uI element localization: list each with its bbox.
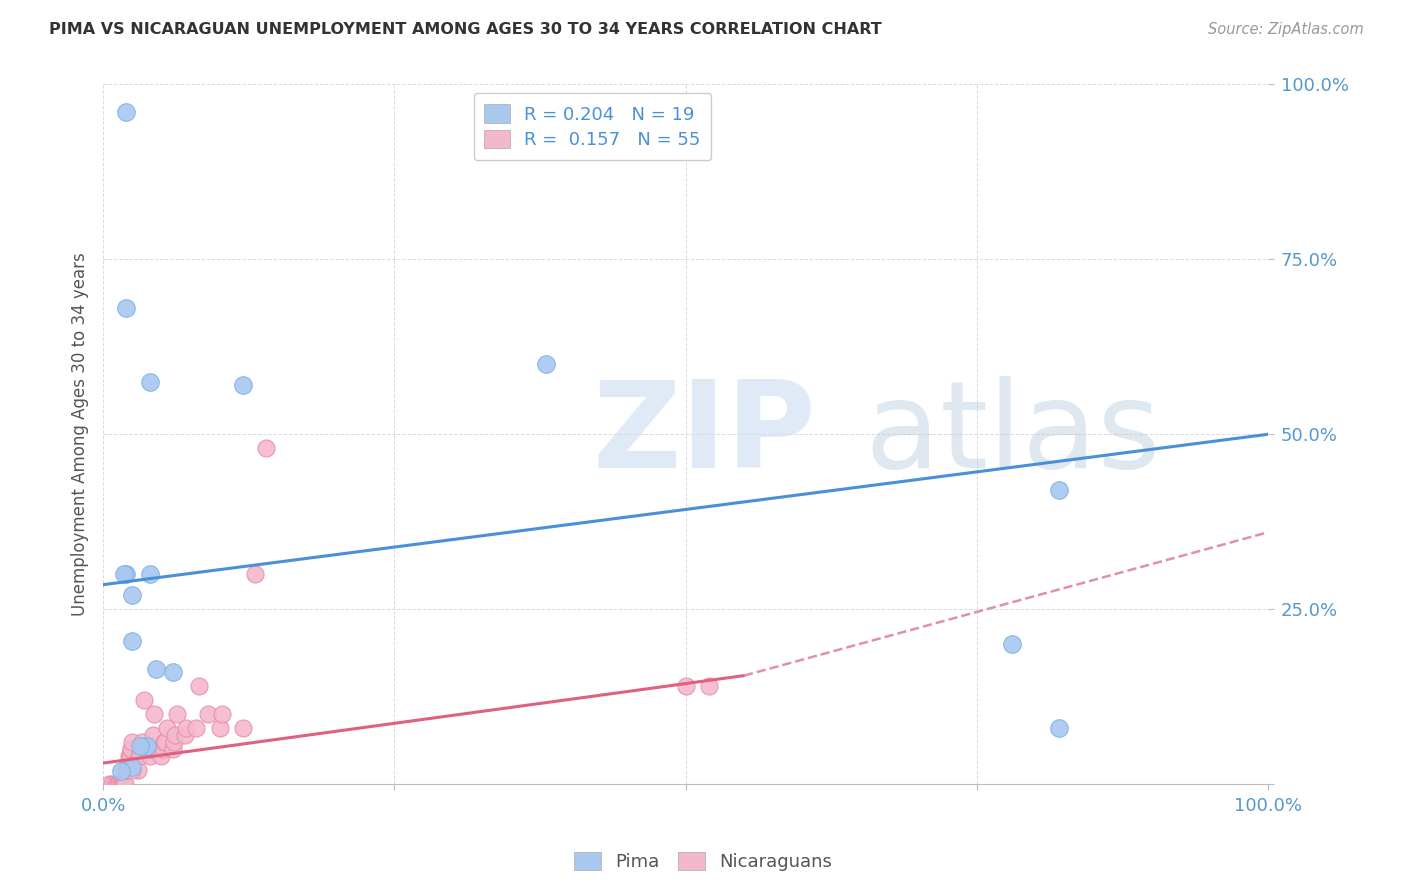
Point (243, 567, 266, 582)
Text: ZIP: ZIP (592, 376, 817, 492)
Text: atlas: atlas (592, 376, 1160, 492)
Point (115, 763, 138, 777)
Point (232, 721, 254, 735)
Point (108, 777, 131, 791)
Legend: R = 0.204   N = 19, R =  0.157   N = 55: R = 0.204 N = 19, R = 0.157 N = 55 (474, 94, 711, 161)
Point (142, 728, 165, 742)
Point (115, 763, 138, 777)
Point (115, 301, 138, 316)
Y-axis label: Unemployment Among Ages 30 to 34 years: Unemployment Among Ages 30 to 34 years (72, 252, 89, 616)
Legend: Pima, Nicaraguans: Pima, Nicaraguans (567, 845, 839, 879)
Point (208, 721, 231, 735)
Point (1047, 483, 1070, 498)
Point (166, 707, 188, 722)
Point (675, 679, 697, 693)
Point (97, 777, 120, 791)
Point (112, 567, 135, 582)
Point (152, 735, 174, 749)
Point (173, 728, 195, 742)
Text: PIMA VS NICARAGUAN UNEMPLOYMENT AMONG AGES 30 TO 34 YEARS CORRELATION CHART: PIMA VS NICARAGUAN UNEMPLOYMENT AMONG AG… (49, 22, 882, 37)
Point (156, 721, 179, 735)
Point (107, 777, 129, 791)
Point (186, 721, 208, 735)
Point (112, 777, 135, 791)
Point (127, 763, 149, 777)
Point (104, 777, 127, 791)
Point (118, 749, 141, 764)
Point (163, 735, 186, 749)
Point (138, 567, 160, 582)
Point (1001, 637, 1024, 651)
Point (128, 749, 150, 764)
Point (118, 749, 141, 764)
Point (153, 735, 176, 749)
Point (111, 777, 134, 791)
Point (117, 763, 139, 777)
Point (110, 777, 132, 791)
Point (138, 375, 160, 389)
Point (117, 756, 139, 770)
Point (136, 739, 159, 753)
Text: Source: ZipAtlas.com: Source: ZipAtlas.com (1208, 22, 1364, 37)
Point (118, 756, 141, 770)
Point (141, 742, 163, 756)
Point (111, 777, 134, 791)
Point (138, 749, 160, 764)
Point (110, 764, 132, 779)
Point (150, 749, 173, 764)
Point (101, 777, 124, 791)
Point (132, 693, 155, 707)
Point (152, 742, 174, 756)
Point (174, 721, 197, 735)
Point (165, 728, 187, 742)
Point (120, 742, 142, 756)
Point (121, 588, 143, 602)
Point (111, 777, 134, 791)
Point (121, 633, 143, 648)
Point (115, 105, 138, 120)
Point (121, 759, 143, 773)
Point (162, 742, 184, 756)
Point (129, 749, 152, 764)
Point (139, 742, 162, 756)
Point (143, 707, 166, 722)
Point (232, 378, 254, 392)
Point (129, 739, 152, 753)
Point (120, 742, 142, 756)
Point (145, 662, 167, 676)
Point (114, 777, 136, 791)
Point (131, 735, 153, 749)
Point (162, 665, 184, 679)
Point (121, 735, 143, 749)
Point (115, 567, 138, 582)
Point (187, 679, 209, 693)
Point (534, 357, 557, 371)
Point (254, 442, 277, 456)
Point (697, 679, 720, 693)
Point (118, 749, 141, 764)
Point (121, 763, 143, 777)
Point (211, 707, 233, 722)
Point (197, 707, 219, 722)
Point (105, 777, 128, 791)
Point (1047, 721, 1070, 735)
